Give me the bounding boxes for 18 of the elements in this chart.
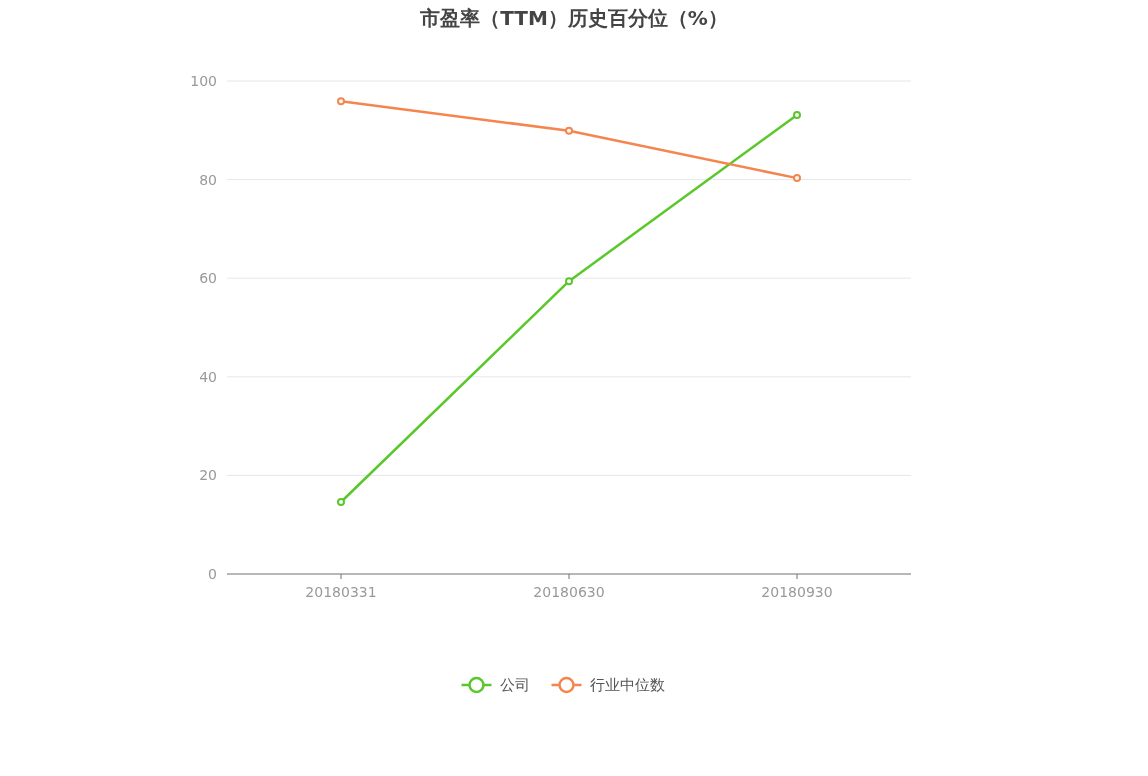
y-tick-label: 80 bbox=[199, 171, 217, 188]
y-tick-label: 60 bbox=[199, 270, 217, 287]
x-tick-label: 20180331 bbox=[305, 584, 377, 600]
x-tick-label: 20180930 bbox=[761, 584, 833, 600]
point bbox=[793, 111, 801, 120]
legend-label: 行业中位数 bbox=[589, 676, 665, 694]
point bbox=[565, 277, 573, 286]
x-tick-label: 20180630 bbox=[533, 584, 605, 600]
point bbox=[337, 97, 345, 106]
y-tick-label: 20 bbox=[199, 467, 217, 484]
chart-title: 市盈率（TTM）历史百分位（%） bbox=[419, 6, 728, 30]
point bbox=[337, 498, 345, 507]
y-tick-label: 100 bbox=[190, 73, 217, 89]
point bbox=[565, 126, 573, 135]
y-tick-label: 40 bbox=[199, 368, 217, 385]
y-tick-label: 0 bbox=[208, 566, 217, 582]
point bbox=[793, 174, 801, 183]
legend-label: 公司 bbox=[499, 676, 530, 694]
